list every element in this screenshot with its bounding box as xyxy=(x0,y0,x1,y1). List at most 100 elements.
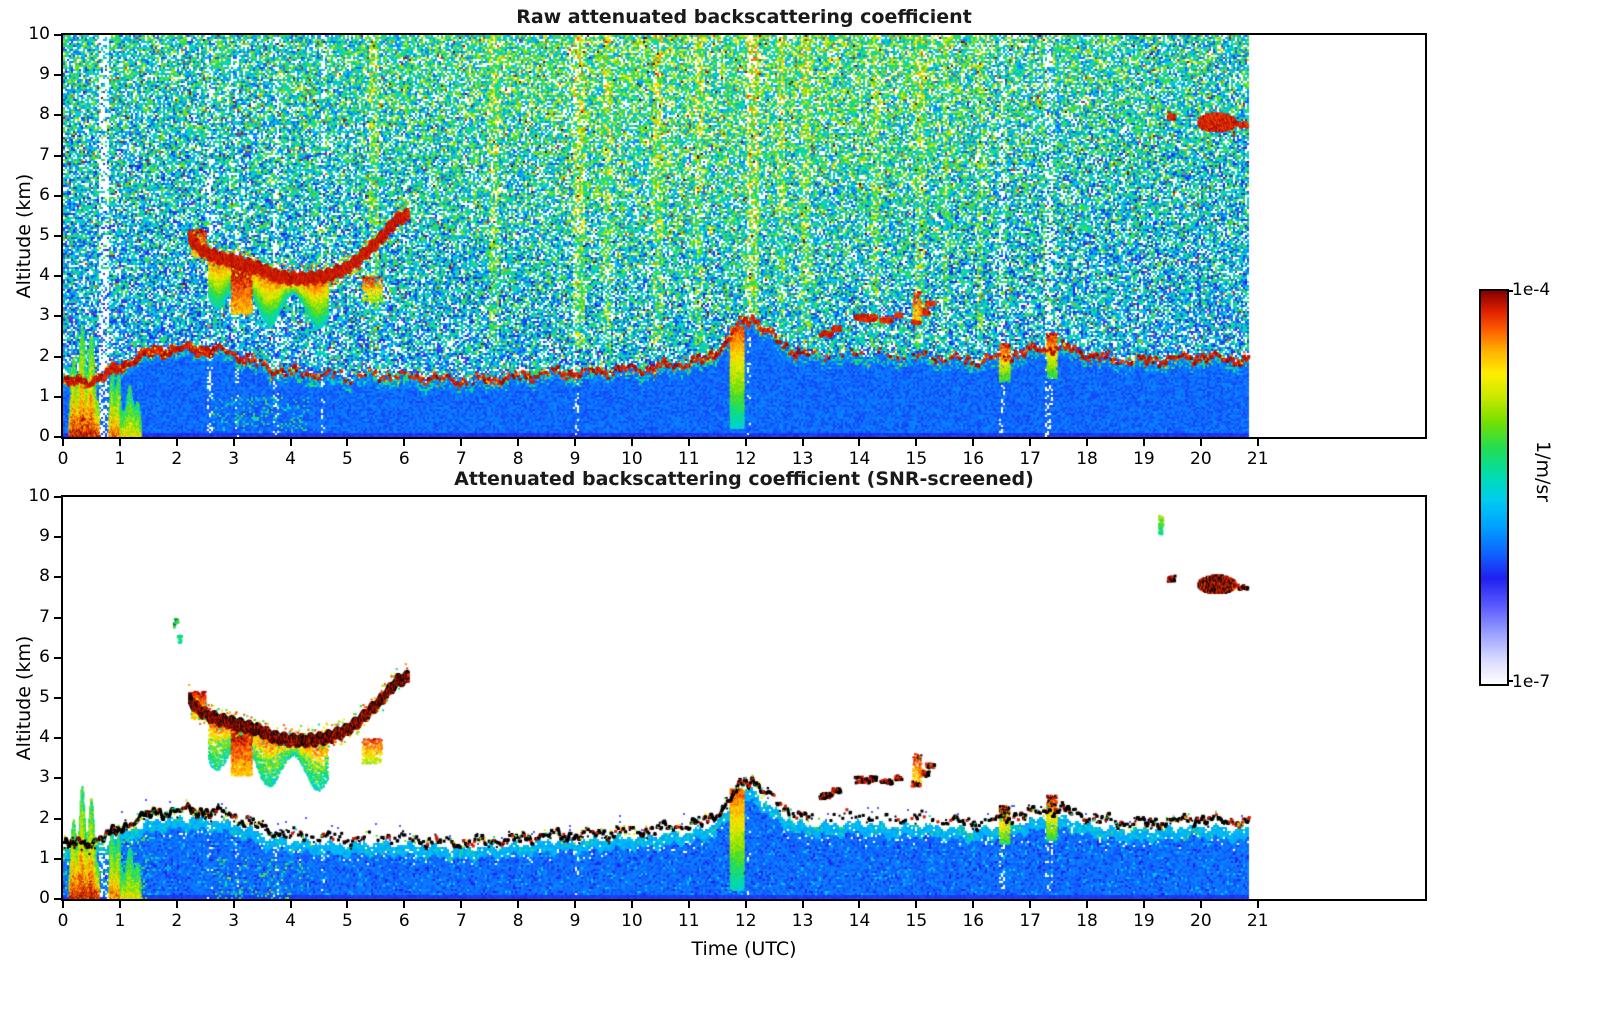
x-tick-mark xyxy=(232,439,235,446)
colorbar-min-label: 1e-7 xyxy=(1512,672,1551,692)
y-tick-mark xyxy=(54,436,61,438)
y-tick-label: 5 xyxy=(39,225,50,245)
x-axis-label: Time (UTC) xyxy=(691,938,797,960)
x-tick-label: 12 xyxy=(734,911,757,931)
x-tick-mark xyxy=(1142,901,1145,908)
y-tick-label: 2 xyxy=(39,807,50,828)
x-tick-mark xyxy=(858,439,861,446)
x-tick-label: 15 xyxy=(905,911,928,931)
y-tick-label: 6 xyxy=(39,646,50,667)
x-tick-label: 7 xyxy=(455,449,467,469)
x-tick-label: 0 xyxy=(57,449,69,469)
x-tick-mark xyxy=(801,439,804,446)
x-tick-label: 8 xyxy=(512,449,524,469)
x-tick-mark xyxy=(972,439,975,446)
x-tick-label: 9 xyxy=(569,911,581,931)
x-tick-mark xyxy=(687,901,690,908)
panel1-title: Raw attenuated backscattering coefficien… xyxy=(516,6,972,28)
colorbar-max-label: 1e-4 xyxy=(1512,280,1551,300)
x-tick-label: 6 xyxy=(398,911,410,931)
x-tick-mark xyxy=(403,901,406,908)
x-tick-mark xyxy=(1029,439,1032,446)
x-tick-label: 12 xyxy=(734,449,757,469)
x-tick-mark xyxy=(630,439,633,446)
x-tick-label: 6 xyxy=(398,449,410,469)
y-tick-mark xyxy=(54,857,61,860)
y-tick-mark xyxy=(54,34,61,36)
x-tick-label: 7 xyxy=(455,911,467,931)
y-tick-mark xyxy=(54,777,61,780)
x-tick-mark xyxy=(517,439,520,446)
x-tick-mark xyxy=(1142,439,1145,446)
y-tick-mark xyxy=(54,576,61,579)
x-tick-mark xyxy=(858,901,861,908)
y-tick-mark xyxy=(54,496,61,498)
x-tick-label: 16 xyxy=(962,449,985,469)
x-tick-label: 0 xyxy=(57,911,69,931)
panel1-plot-area xyxy=(61,33,1427,439)
x-tick-label: 3 xyxy=(228,911,240,931)
x-tick-label: 1 xyxy=(114,911,126,931)
x-tick-label: 4 xyxy=(285,449,296,469)
y-tick-label: 3 xyxy=(39,305,50,326)
x-tick-label: 17 xyxy=(1019,449,1041,469)
x-tick-mark xyxy=(118,901,121,908)
x-tick-mark xyxy=(517,901,520,908)
y-tick-label: 4 xyxy=(39,265,50,286)
x-tick-mark xyxy=(175,439,178,446)
x-tick-mark xyxy=(687,439,690,446)
x-tick-mark xyxy=(346,901,349,908)
y-tick-label: 5 xyxy=(39,687,50,707)
x-tick-mark xyxy=(744,901,747,908)
y-tick-mark xyxy=(54,656,61,659)
y-tick-mark xyxy=(54,275,61,278)
x-tick-mark xyxy=(403,439,406,446)
x-tick-label: 2 xyxy=(171,449,183,469)
x-tick-mark xyxy=(1086,439,1089,446)
x-tick-mark xyxy=(915,901,918,908)
y-tick-label: 7 xyxy=(39,606,50,627)
y-tick-label: 10 xyxy=(28,24,50,44)
x-tick-label: 13 xyxy=(791,911,814,931)
x-tick-mark xyxy=(801,901,804,908)
x-tick-label: 5 xyxy=(342,911,353,931)
x-tick-mark xyxy=(232,901,235,908)
x-tick-label: 5 xyxy=(342,449,353,469)
y-tick-mark xyxy=(54,817,61,820)
x-tick-mark xyxy=(118,439,121,446)
y-tick-mark xyxy=(54,616,61,619)
x-tick-mark xyxy=(460,439,463,446)
x-tick-mark xyxy=(630,901,633,908)
x-tick-mark xyxy=(175,901,178,908)
y-tick-label: 8 xyxy=(39,104,50,125)
y-tick-mark xyxy=(54,74,61,77)
y-tick-label: 0 xyxy=(39,426,50,446)
x-tick-mark xyxy=(574,901,577,908)
x-tick-label: 13 xyxy=(791,449,814,469)
colorbar xyxy=(1479,289,1509,686)
x-tick-label: 21 xyxy=(1246,449,1269,469)
x-tick-label: 4 xyxy=(285,911,296,931)
x-tick-label: 10 xyxy=(621,449,643,469)
x-tick-label: 11 xyxy=(677,911,700,931)
panel2-heatmap-canvas xyxy=(63,497,1425,899)
x-tick-label: 14 xyxy=(848,449,871,469)
y-tick-label: 1 xyxy=(39,385,50,406)
y-tick-label: 7 xyxy=(39,144,50,165)
y-tick-label: 0 xyxy=(39,888,50,908)
y-tick-mark xyxy=(54,536,61,539)
x-tick-label: 21 xyxy=(1246,911,1269,931)
y-tick-mark xyxy=(54,395,61,398)
x-tick-mark xyxy=(1086,901,1089,908)
x-tick-mark xyxy=(1199,901,1202,908)
x-tick-label: 1 xyxy=(114,449,126,469)
x-tick-label: 20 xyxy=(1190,911,1212,931)
x-tick-mark xyxy=(744,439,747,446)
x-tick-mark xyxy=(574,439,577,446)
x-tick-label: 18 xyxy=(1076,449,1098,469)
x-tick-mark xyxy=(1256,439,1259,446)
x-tick-label: 16 xyxy=(962,911,985,931)
x-tick-mark xyxy=(62,439,64,446)
x-tick-mark xyxy=(289,901,292,908)
y-tick-label: 4 xyxy=(39,727,50,748)
